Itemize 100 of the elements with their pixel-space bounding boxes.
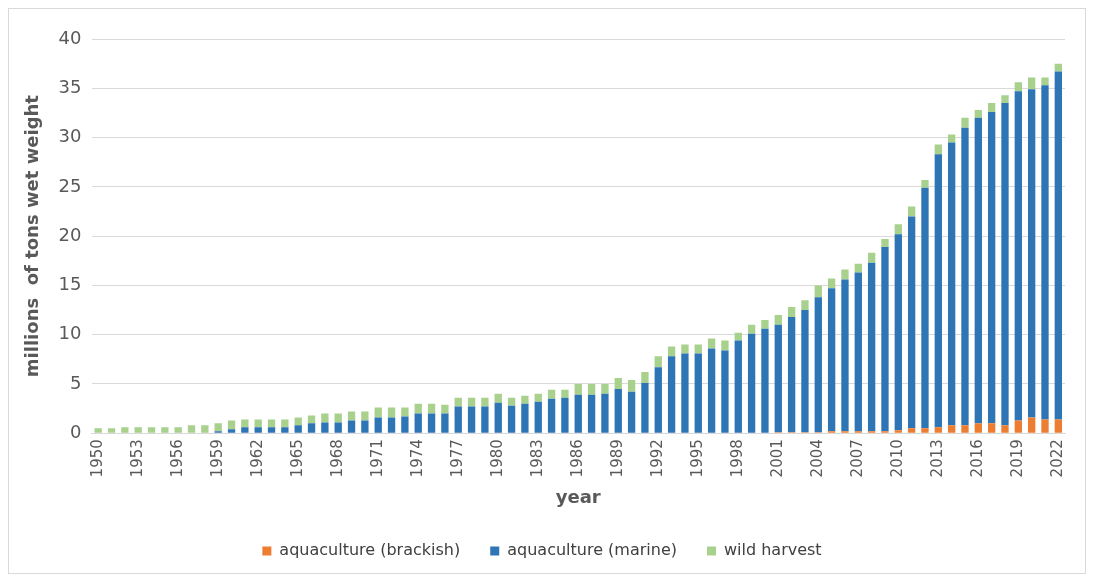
bar: [654, 356, 662, 368]
bar: [654, 367, 662, 433]
bar: [467, 397, 476, 407]
x-tick-label: 2022: [1048, 439, 1067, 478]
bar: [601, 393, 609, 433]
bar: [521, 403, 529, 433]
bar: [787, 307, 796, 317]
bar: [387, 417, 396, 433]
bar: [214, 423, 222, 432]
bar: [494, 402, 502, 433]
bar: [547, 389, 556, 399]
bar: [587, 394, 596, 433]
bar: [827, 278, 836, 289]
bar: [921, 187, 929, 429]
bar: [1041, 419, 1049, 433]
bar: [227, 429, 236, 433]
bar: [974, 109, 982, 118]
bar: [147, 427, 156, 433]
bar: [561, 389, 569, 398]
bar: [867, 262, 876, 432]
bar: [361, 420, 369, 433]
bar: [614, 378, 622, 389]
bar: [787, 316, 796, 433]
bar: [347, 420, 356, 433]
bar: [267, 427, 276, 433]
bar: [334, 422, 342, 433]
x-tick-label: 2019: [1008, 439, 1027, 478]
bar: [667, 346, 676, 357]
bar: [574, 394, 582, 433]
bar: [987, 111, 996, 424]
bar: [134, 427, 142, 433]
bar: [1041, 85, 1049, 420]
y-tick-label: 30: [58, 125, 82, 147]
bar: [881, 246, 889, 432]
bar: [961, 127, 969, 426]
bar: [974, 423, 982, 433]
legend-label: wild harvest: [723, 540, 822, 560]
bar: [614, 388, 622, 433]
bar: [121, 427, 129, 433]
x-tick-label: 1950: [88, 439, 107, 478]
x-tick-label: 1998: [728, 439, 747, 478]
bar: [774, 314, 782, 325]
bar: [894, 430, 902, 433]
bar: [401, 407, 409, 417]
bar: [454, 397, 462, 407]
bar: [227, 420, 236, 430]
bar: [307, 415, 316, 424]
bar: [521, 395, 529, 404]
bar: [921, 428, 929, 433]
bar: [747, 324, 756, 334]
bar: [814, 297, 822, 433]
bar: [507, 405, 516, 433]
bar: [534, 393, 542, 402]
bar: [947, 425, 956, 433]
x-tick-label: 2016: [968, 439, 987, 478]
x-tick-label: 1968: [328, 439, 347, 478]
y-tick-label: 25: [58, 174, 82, 196]
bar: [1054, 419, 1062, 433]
x-tick-label: 1989: [608, 439, 627, 478]
bar: [854, 263, 862, 273]
bar: [174, 427, 182, 433]
x-tick-label: 1983: [528, 439, 547, 478]
bar: [294, 417, 302, 426]
bar: [414, 413, 422, 433]
x-tick-label: 1965: [288, 439, 307, 478]
x-tick-label: 2010: [888, 439, 907, 478]
bar: [987, 423, 996, 433]
bar: [307, 423, 316, 433]
bar: [441, 404, 449, 414]
bar: [201, 425, 209, 433]
bar: [907, 216, 916, 429]
bar: [321, 413, 329, 423]
bar: [681, 344, 689, 354]
bar: [481, 406, 489, 433]
bar: [254, 427, 262, 433]
bar: [441, 413, 449, 433]
y-tick-label: 10: [58, 322, 82, 344]
y-tick-label: 20: [58, 223, 82, 245]
bar: [401, 416, 409, 433]
bar: [881, 239, 889, 247]
bar: [1001, 95, 1009, 104]
bar: [587, 383, 596, 395]
bar: [241, 427, 249, 433]
bar: [694, 353, 702, 433]
bar: [241, 419, 249, 428]
bar: [281, 427, 289, 433]
y-tick-label: 5: [70, 371, 82, 393]
x-tick-label: 2004: [808, 439, 827, 478]
bar: [707, 348, 716, 433]
bar: [534, 401, 542, 433]
x-tick-label: 1959: [208, 439, 227, 478]
bar: [281, 419, 289, 428]
bar: [1041, 77, 1049, 86]
x-tick-label: 1974: [408, 439, 427, 478]
x-tick-label: 1971: [368, 439, 387, 478]
legend-label: aquaculture (marine): [507, 540, 677, 560]
x-tick-label: 1956: [168, 439, 187, 478]
bar: [761, 328, 769, 433]
bar: [294, 425, 302, 433]
bar: [641, 382, 649, 433]
